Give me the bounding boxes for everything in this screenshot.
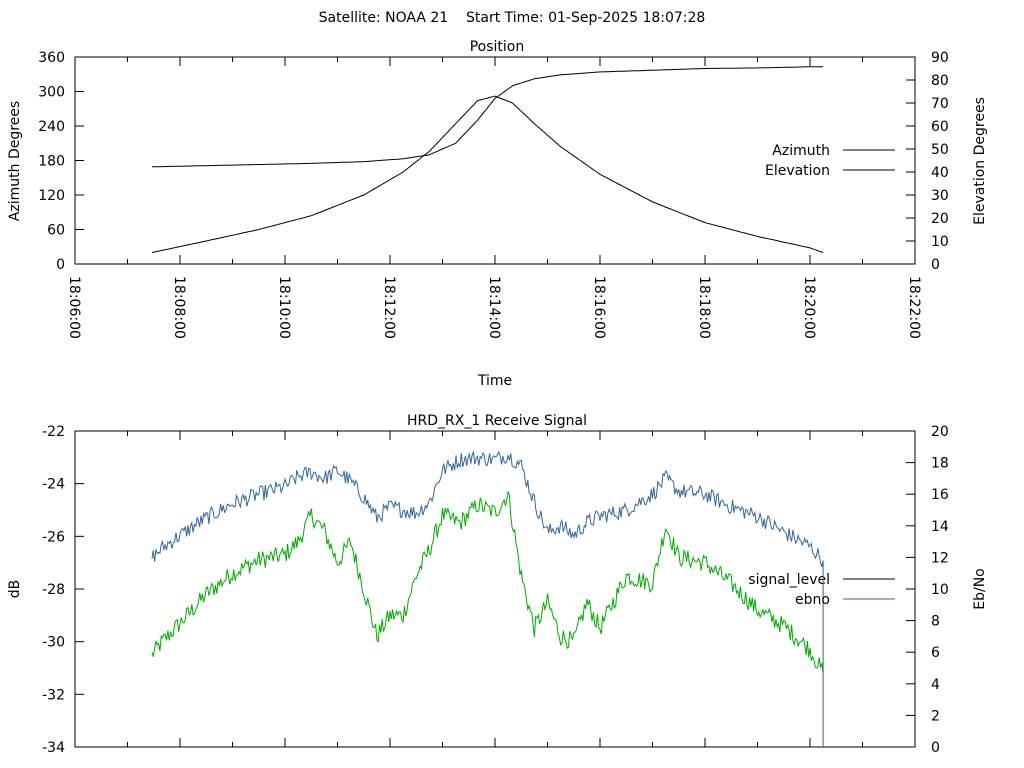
y-tick-label: -34 [42, 740, 65, 756]
y-tick-label: -30 [42, 635, 65, 651]
y2-tick-label: 16 [931, 487, 949, 503]
x-tick-label: 18:10:00 [276, 276, 292, 339]
y2-tick-label: 4 [931, 677, 940, 693]
y-tick-label: -28 [42, 582, 65, 598]
y2-tick-label: 10 [931, 234, 949, 250]
y2-tick-label: 10 [931, 582, 949, 598]
x-tick-label: 18:20:00 [801, 276, 817, 339]
y-tick-label: -32 [42, 687, 65, 703]
page-header: Satellite: NOAA 21 Start Time: 01-Sep-20… [319, 10, 706, 26]
series-Elevation [151, 95, 824, 253]
legend-label-ebno: ebno [795, 592, 830, 608]
signal-ylabel: dB [7, 580, 23, 599]
plot-frame [74, 430, 916, 748]
y2-tick-label: 2 [931, 708, 940, 724]
signal-title: HRD_RX_1 Receive Signal [407, 413, 587, 429]
y2-tick-label: 0 [931, 257, 940, 273]
y2-tick-label: 18 [931, 456, 949, 472]
y2-tick-label: 8 [931, 614, 940, 630]
plot-frame [74, 56, 916, 265]
series-Azimuth [152, 66, 824, 168]
position-y2label: Elevation Degrees [972, 97, 988, 225]
y-tick-label: 360 [38, 50, 65, 66]
legend-label-Elevation: Elevation [765, 163, 830, 179]
y2-tick-label: 40 [931, 165, 949, 181]
y-tick-label: -24 [42, 477, 65, 493]
x-tick-label: 18:16:00 [591, 276, 607, 339]
signal-y2label: Eb/No [972, 568, 988, 610]
y2-tick-label: 20 [931, 424, 949, 440]
y-tick-label: -22 [42, 424, 65, 440]
plot-panel-1: -34 -32 -30 -28 -26 -24 -22 0 2 4 6 8 10 12 14 16 18 20 si… [42, 424, 949, 756]
position-ylabel: Azimuth Degrees [7, 101, 23, 221]
y-tick-label: 60 [47, 223, 65, 239]
legend-label-Azimuth: Azimuth [772, 143, 830, 159]
position-title: Position [470, 39, 525, 55]
x-tick-label: 18:08:00 [171, 276, 187, 339]
series-signal_level [151, 490, 824, 674]
series-ebno [151, 450, 824, 568]
x-tick-label: 18:12:00 [381, 276, 397, 339]
y2-tick-label: 14 [931, 519, 949, 535]
x-tick-label: 18:06:00 [66, 276, 82, 339]
legend-label-signal_level: signal_level [748, 572, 830, 588]
x-tick-label: 18:22:00 [906, 276, 922, 339]
plot-panel-0: 18:06:00 18:08:00 18:10:00 18:12:00 18:14:00… [38, 50, 949, 339]
y2-tick-label: 90 [931, 50, 949, 66]
y-tick-label: -26 [42, 529, 65, 545]
position-xlabel: Time [477, 373, 512, 389]
y-tick-label: 180 [38, 154, 65, 170]
y2-tick-label: 20 [931, 211, 949, 227]
y2-tick-label: 50 [931, 142, 949, 158]
y2-tick-label: 80 [931, 73, 949, 89]
y-tick-label: 240 [38, 119, 65, 135]
y-tick-label: 300 [38, 85, 65, 101]
y2-tick-label: 0 [931, 740, 940, 756]
y2-tick-label: 30 [931, 188, 949, 204]
y-tick-label: 120 [38, 188, 65, 204]
y-tick-label: 0 [56, 257, 65, 273]
y2-tick-label: 12 [931, 550, 949, 566]
y2-tick-label: 70 [931, 96, 949, 112]
y2-tick-label: 6 [931, 645, 940, 661]
plots-layer: 18:06:00 18:08:00 18:10:00 18:12:00 18:14:00… [38, 50, 949, 756]
x-tick-label: 18:18:00 [696, 276, 712, 339]
x-tick-label: 18:14:00 [486, 276, 502, 339]
y2-tick-label: 60 [931, 119, 949, 135]
